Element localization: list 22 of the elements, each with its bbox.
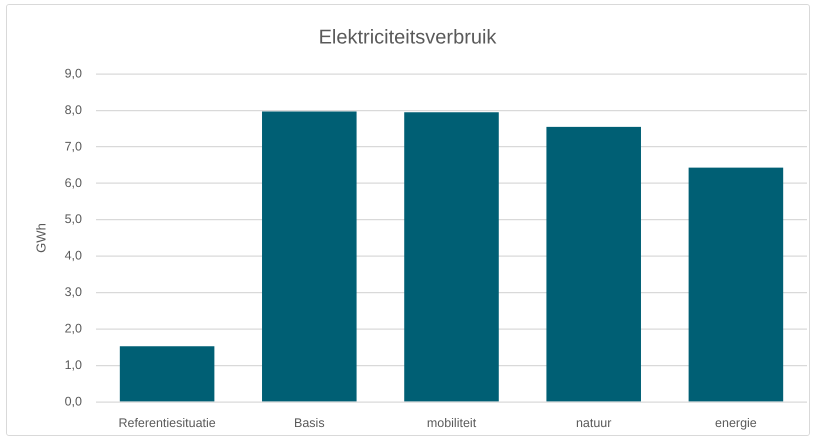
y-tick-label: 2,0 bbox=[64, 322, 82, 336]
y-tick-label: 4,0 bbox=[64, 248, 82, 263]
bar bbox=[404, 112, 499, 402]
y-tick-label: 7,0 bbox=[64, 139, 82, 154]
x-tick-label: energie bbox=[715, 416, 757, 430]
y-tick-label: 9,0 bbox=[64, 66, 82, 80]
y-tick-label: 6,0 bbox=[64, 176, 82, 190]
x-tick-label: mobiliteit bbox=[426, 416, 477, 430]
bar bbox=[688, 168, 784, 402]
y-tick-label: 0,0 bbox=[64, 394, 82, 408]
y-tick-label: 5,0 bbox=[64, 212, 82, 226]
bar bbox=[120, 346, 214, 402]
x-tick-label: natuur bbox=[576, 416, 612, 430]
y-axis-title: GWh bbox=[33, 223, 48, 253]
y-tick-label: 8,0 bbox=[64, 102, 82, 117]
bar bbox=[546, 126, 641, 402]
y-tick-label: 1,0 bbox=[64, 358, 82, 372]
x-tick-label: Referentiesituatie bbox=[118, 416, 216, 430]
chart-title: Elektriciteitsverbruik bbox=[318, 26, 498, 49]
bar bbox=[262, 112, 357, 402]
x-tick-label: Basis bbox=[294, 416, 325, 430]
y-tick-label: 3,0 bbox=[64, 285, 82, 300]
